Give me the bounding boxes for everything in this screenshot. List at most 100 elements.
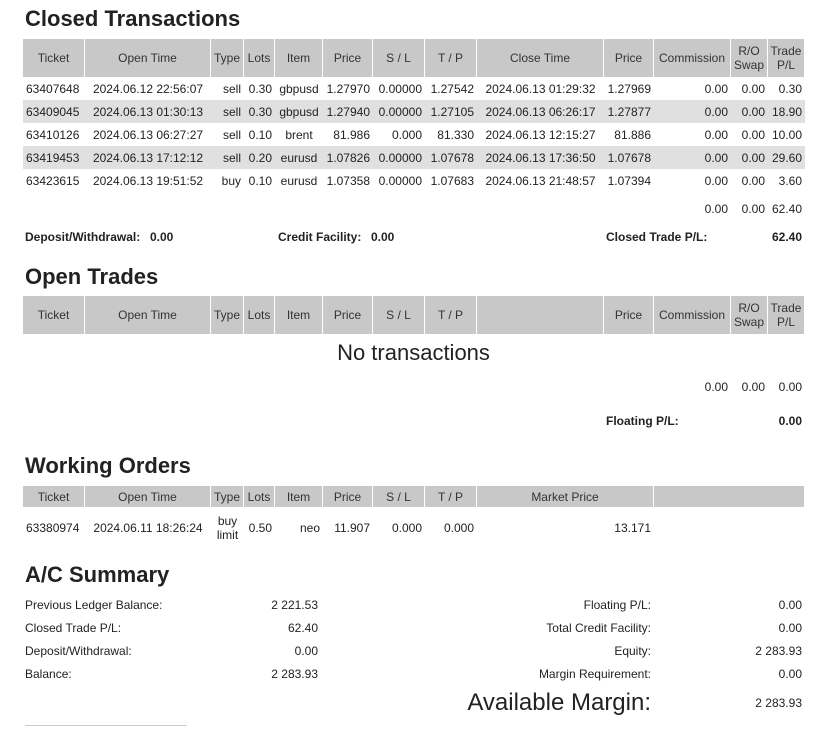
empty-message: No transactions (337, 340, 490, 365)
cell: 1.07826 (326, 150, 370, 165)
column-header: Price (323, 296, 373, 334)
cell: 2024.06.12 22:56:07 (92, 81, 204, 96)
cell: 0.00 (741, 173, 765, 188)
cell: 1.07394 (607, 173, 651, 188)
cell: 18.90 (771, 104, 802, 119)
cell: 29.60 (771, 150, 802, 165)
cell: 0.00000 (378, 81, 422, 96)
column-header (654, 486, 805, 507)
column-header: Open Time (85, 39, 211, 77)
available-value: 2 283.93 (755, 696, 802, 710)
cell: buy limit (216, 513, 239, 542)
cell: 0.00 (741, 150, 765, 165)
section-title: A/C Summary (25, 562, 170, 587)
cell: 2024.06.13 17:12:12 (92, 150, 204, 165)
cell: 1.07678 (430, 150, 474, 165)
summary-label: Total Credit Facility: (546, 621, 651, 635)
cell: 0.50 (248, 520, 272, 535)
column-header: Market Price (477, 486, 654, 507)
cell: 0.00 (704, 104, 728, 119)
cell: gbpusd (279, 104, 319, 119)
divider (25, 725, 187, 726)
cell: 81.886 (614, 127, 651, 142)
cell: 0.30 (248, 104, 272, 119)
cell: 1.27877 (607, 104, 651, 119)
cell: 2024.06.13 12:15:27 (485, 127, 596, 142)
total: 0.00 (704, 380, 728, 394)
column-header: Item (275, 296, 323, 334)
row-stripe (23, 100, 805, 123)
summary-label: Deposit/Withdrawal: (25, 644, 132, 658)
total: 0.00 (704, 202, 728, 216)
cell: 0.10 (248, 173, 272, 188)
cell: 63419453 (26, 150, 80, 165)
cell: 63409045 (26, 104, 80, 119)
summary-label: Balance: (25, 667, 72, 681)
column-header: Ticket (23, 486, 85, 507)
cell: 1.07678 (607, 150, 651, 165)
cell: 0.00000 (378, 173, 422, 188)
cell: 0.00 (704, 173, 728, 188)
column-header: Ticket (23, 39, 85, 77)
column-header: Ticket (23, 296, 85, 334)
cell: 10.00 (771, 127, 802, 142)
cell: 13.171 (614, 520, 651, 535)
total: 0.00 (741, 380, 765, 394)
cell: 2024.06.13 19:51:52 (92, 173, 204, 188)
cell: 1.07358 (326, 173, 370, 188)
column-header: R/O Swap (731, 296, 768, 334)
footer-value: 0.00 (371, 230, 395, 244)
column-header: Item (275, 39, 323, 77)
cell: 1.27940 (326, 104, 370, 119)
cell: 2024.06.13 06:26:17 (485, 104, 596, 119)
column-header: Commission (654, 39, 731, 77)
cell: 2024.06.13 01:29:32 (485, 81, 596, 96)
cell: 0.000 (391, 127, 422, 142)
section-title: Working Orders (25, 453, 191, 478)
total: 0.00 (778, 380, 802, 394)
column-header: S / L (373, 486, 425, 507)
summary-value: 62.40 (287, 621, 318, 635)
summary-value: 0.00 (778, 621, 802, 635)
summary-value: 2 221.53 (271, 598, 318, 612)
cell: 0.30 (778, 81, 802, 96)
footer-label: Deposit/Withdrawal: (25, 230, 141, 244)
cell: 2024.06.13 01:30:13 (92, 104, 204, 119)
cell: 0.000 (443, 520, 474, 535)
column-header: Open Time (85, 486, 211, 507)
cell: 0.00 (741, 81, 765, 96)
cell: 1.27969 (607, 81, 651, 96)
cell: 63380974 (26, 520, 80, 535)
summary-value: 0.00 (778, 598, 802, 612)
column-header: T / P (425, 39, 477, 77)
cell: gbpusd (279, 81, 319, 96)
footer-value: 62.40 (771, 230, 802, 244)
summary-label: Floating P/L: (583, 598, 651, 612)
total: 0.00 (741, 202, 765, 216)
floating-value: 0.00 (778, 414, 802, 428)
cell: 0.00000 (378, 150, 422, 165)
summary-label: Previous Ledger Balance: (25, 598, 163, 612)
summary-value: 2 283.93 (271, 667, 318, 681)
cell: sell (222, 104, 241, 119)
column-header: Price (604, 296, 654, 334)
cell: 0.20 (248, 150, 272, 165)
cell: 0.10 (248, 127, 272, 142)
cell: 3.60 (778, 173, 802, 188)
column-header: Type (211, 296, 244, 334)
cell: 63423615 (26, 173, 80, 188)
column-header (477, 296, 604, 334)
column-header: Type (211, 39, 244, 77)
cell: eurusd (280, 173, 318, 188)
column-header: Lots (244, 486, 275, 507)
summary-label: Closed Trade P/L: (25, 621, 122, 635)
cell: 1.27542 (430, 81, 474, 96)
cell: 2024.06.11 18:26:24 (93, 520, 203, 535)
summary-value: 2 283.93 (755, 644, 802, 658)
cell: buy (221, 173, 241, 188)
footer-value: 0.00 (150, 230, 174, 244)
cell: 2024.06.13 17:36:50 (485, 150, 596, 165)
cell: 11.907 (334, 520, 370, 535)
column-header: Price (323, 39, 373, 77)
cell: eurusd (280, 150, 318, 165)
